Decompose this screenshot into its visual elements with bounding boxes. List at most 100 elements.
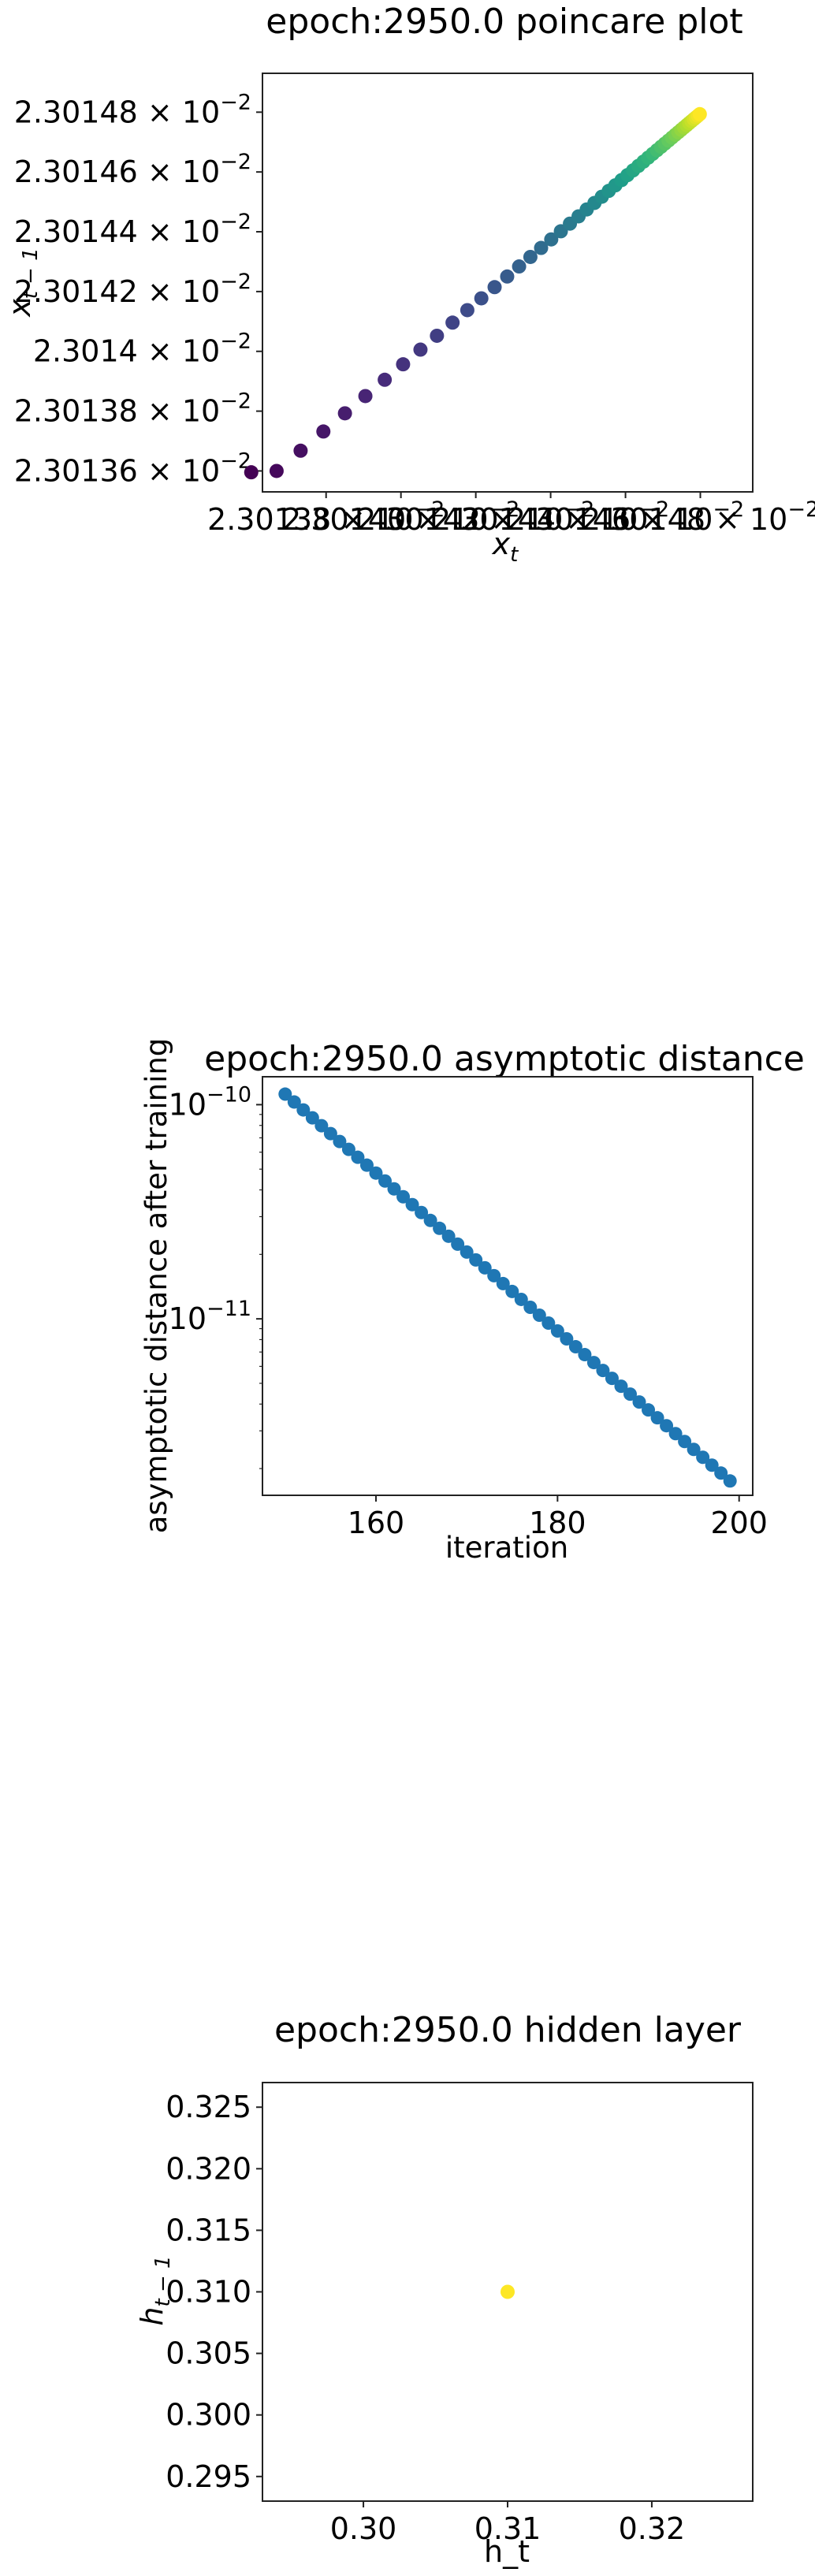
tick-label-base: 2.30138 × 10 xyxy=(14,394,221,429)
y-axis-ticks: 0.295 0.300 0.305 0.310 0.315 0.320 0.325 xyxy=(166,2090,262,2494)
scatter-point xyxy=(568,1340,582,1354)
scatter-point xyxy=(405,1197,419,1212)
scatter-point xyxy=(614,1379,628,1394)
y-tick-label: 2.3014 × 10−2 xyxy=(33,329,251,369)
y-axis-label-sub: t − 1 xyxy=(19,248,43,299)
x-tick-label: 2.30148 × 10−2 xyxy=(582,497,815,537)
scatter-point xyxy=(460,303,474,318)
x-tick-label: 200 xyxy=(710,1506,768,1540)
tick-label-exponent: −2 xyxy=(220,150,251,174)
scatter-point xyxy=(586,1356,601,1370)
scatter-point xyxy=(359,1158,374,1172)
tick-label-base: 2.30144 × 10 xyxy=(14,214,221,249)
x-tick-label: 2.30146 × 10−2 xyxy=(507,497,744,537)
x-tick-label: 0.32 xyxy=(619,2511,686,2546)
poincare-panel: epoch:2950.0 poincare plot 2.30136 × 10−… xyxy=(2,2,815,567)
y-tick-label: 10−10 xyxy=(169,1082,251,1122)
scatter-point xyxy=(430,328,445,343)
scatter-point xyxy=(396,1189,411,1204)
y-tick-label: 2.30146 × 10−2 xyxy=(14,150,251,189)
scatter-point xyxy=(487,280,502,295)
scatter-point xyxy=(433,1221,447,1235)
scatter-point xyxy=(623,1387,637,1402)
scatter-point xyxy=(660,1419,674,1433)
y-axis-ticks: 2.30136 × 10−22.30138 × 10−22.3014 × 10−… xyxy=(14,90,262,488)
data-points xyxy=(244,106,707,480)
scatter-point xyxy=(415,1205,429,1219)
x-axis-ticks: 2.30138 × 10−22.30140 × 10−22.30142 × 10… xyxy=(207,492,815,537)
plot-frame xyxy=(262,73,754,493)
tick-label-exponent: −2 xyxy=(220,329,251,354)
scatter-point xyxy=(487,1268,501,1282)
scatter-point xyxy=(474,291,489,306)
x-axis-ticks: 0.30 0.31 0.32 xyxy=(330,2501,685,2546)
x-axis-label-sub: t xyxy=(510,543,519,567)
x-tick-label: 2.30144 × 10−2 xyxy=(432,497,669,537)
scatter-point xyxy=(451,1237,465,1251)
asymptotic-distance-panel: epoch:2950.0 asymptotic distance 10−1010… xyxy=(140,1038,805,1565)
y-tick-label: 2.30136 × 10−2 xyxy=(14,449,251,488)
x-tick-label: 180 xyxy=(529,1506,586,1540)
x-axis-label: xt xyxy=(492,527,519,567)
data-points xyxy=(501,2284,515,2299)
x-axis-ticks: 160 180 200 xyxy=(348,1495,768,1540)
scatter-point xyxy=(244,465,259,480)
scatter-point xyxy=(501,2284,515,2299)
scatter-point xyxy=(534,240,549,255)
y-tick-label: 10−11 xyxy=(169,1297,251,1336)
scatter-point xyxy=(269,463,284,478)
scatter-point xyxy=(496,1276,510,1290)
x-tick-label: 2.30140 × 10−2 xyxy=(282,497,519,537)
scatter-point xyxy=(387,1182,401,1196)
tick-label-exponent: −2 xyxy=(489,497,520,522)
y-tick-label: 2.30142 × 10−2 xyxy=(14,270,251,309)
y-tick-label: 0.295 xyxy=(166,2459,251,2494)
y-axis-label: xt − 1 xyxy=(2,248,43,318)
plot-frame xyxy=(262,2082,754,2502)
scatter-point xyxy=(596,1364,610,1378)
x-axis-label: iteration xyxy=(445,1531,568,1565)
scatter-point xyxy=(358,389,373,404)
y-tick-label: 0.325 xyxy=(166,2090,251,2124)
tick-label-base: 10 xyxy=(169,1087,207,1122)
tick-label-base: 2.30148 × 10 xyxy=(582,502,788,537)
y-tick-label: 0.320 xyxy=(166,2151,251,2186)
scatter-point xyxy=(632,1395,646,1409)
scatter-point xyxy=(532,1308,546,1322)
scatter-point xyxy=(460,1245,474,1259)
chart-title: epoch:2950.0 asymptotic distance xyxy=(204,1039,805,1079)
y-tick-label: 0.300 xyxy=(166,2398,251,2433)
x-tick-label: 0.30 xyxy=(330,2511,397,2546)
tick-label-base: 2.30140 × 10 xyxy=(282,502,489,537)
scatter-point xyxy=(333,1134,347,1148)
data-points xyxy=(278,1087,737,1488)
tick-label-exponent: −11 xyxy=(207,1297,251,1321)
scatter-point xyxy=(293,443,308,458)
hidden-layer-panel: epoch:2950.0 hidden layer 0.295 0.300 0.30… xyxy=(135,2010,754,2569)
scatter-point xyxy=(642,1403,656,1417)
scatter-point xyxy=(687,1442,701,1457)
tick-label-base: 2.30146 × 10 xyxy=(507,502,713,537)
scatter-point xyxy=(351,1150,365,1164)
x-tick-label: 160 xyxy=(348,1506,405,1540)
chart-title: epoch:2950.0 hidden layer xyxy=(274,2010,742,2050)
y-axis-label-sub: t − 1 xyxy=(151,2255,175,2306)
y-tick-label: 0.305 xyxy=(166,2336,251,2371)
y-axis-label: asymptotic distance after training xyxy=(140,1038,173,1534)
x-tick-label: 0.31 xyxy=(474,2511,541,2546)
scatter-point xyxy=(369,1166,383,1180)
tick-label-base: 10 xyxy=(169,1301,207,1336)
y-tick-label: 2.30148 × 10−2 xyxy=(14,90,251,129)
scatter-point xyxy=(512,259,527,274)
scatter-point xyxy=(305,1111,319,1125)
y-axis-label-main: x xyxy=(2,299,37,318)
scatter-point xyxy=(478,1260,492,1275)
tick-label-base: 2.30146 × 10 xyxy=(14,154,221,189)
tick-label-exponent: −2 xyxy=(414,497,445,522)
scatter-point xyxy=(696,1450,710,1465)
scatter-point xyxy=(678,1435,692,1449)
scatter-point xyxy=(378,372,393,387)
scatter-point xyxy=(550,1324,564,1338)
